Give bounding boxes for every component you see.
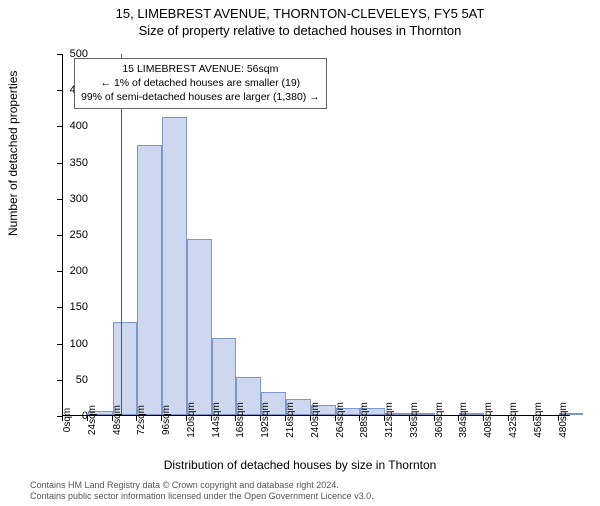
y-tick-mark bbox=[57, 307, 62, 308]
x-tick-label: 240sqm bbox=[310, 402, 321, 438]
y-tick-label: 200 bbox=[46, 265, 88, 277]
histogram-bar bbox=[137, 145, 162, 415]
property-info-box: 15 LIMEBREST AVENUE: 56sqm← 1% of detach… bbox=[74, 58, 327, 109]
x-tick-label: 432sqm bbox=[508, 402, 519, 438]
x-tick-label: 0sqm bbox=[62, 408, 73, 432]
x-tick-label: 48sqm bbox=[112, 405, 123, 435]
info-box-line: ← 1% of detached houses are smaller (19) bbox=[81, 76, 320, 90]
y-tick-mark bbox=[57, 271, 62, 272]
x-tick-label: 144sqm bbox=[211, 402, 222, 438]
y-tick-mark bbox=[57, 90, 62, 91]
x-tick-label: 312sqm bbox=[384, 402, 395, 438]
info-box-line: 99% of semi-detached houses are larger (… bbox=[81, 90, 320, 104]
y-axis-label: Number of detached properties bbox=[6, 71, 20, 236]
x-tick-label: 120sqm bbox=[186, 402, 197, 438]
y-tick-label: 150 bbox=[46, 301, 88, 313]
y-tick-mark bbox=[57, 199, 62, 200]
y-tick-label: 350 bbox=[46, 157, 88, 169]
histogram-bar bbox=[187, 239, 212, 415]
x-axis-label: Distribution of detached houses by size … bbox=[0, 458, 600, 472]
y-tick-mark bbox=[57, 163, 62, 164]
chart-title-main: 15, LIMEBREST AVENUE, THORNTON-CLEVELEYS… bbox=[0, 6, 600, 21]
x-tick-label: 336sqm bbox=[409, 402, 420, 438]
y-tick-mark bbox=[57, 54, 62, 55]
y-tick-mark bbox=[57, 380, 62, 381]
x-tick-label: 384sqm bbox=[458, 402, 469, 438]
x-tick-label: 216sqm bbox=[285, 402, 296, 438]
x-tick-label: 408sqm bbox=[483, 402, 494, 438]
credits-line-2: Contains public sector information licen… bbox=[30, 491, 374, 502]
x-tick-label: 96sqm bbox=[161, 405, 172, 435]
x-tick-label: 168sqm bbox=[235, 402, 246, 438]
y-tick-mark bbox=[57, 235, 62, 236]
y-tick-mark bbox=[57, 126, 62, 127]
y-tick-label: 300 bbox=[46, 193, 88, 205]
y-tick-label: 250 bbox=[46, 229, 88, 241]
x-tick-label: 360sqm bbox=[434, 402, 445, 438]
chart-title-sub: Size of property relative to detached ho… bbox=[0, 23, 600, 38]
y-tick-label: 100 bbox=[46, 338, 88, 350]
x-tick-label: 192sqm bbox=[260, 402, 271, 438]
info-box-line: 15 LIMEBREST AVENUE: 56sqm bbox=[81, 62, 320, 76]
x-tick-label: 456sqm bbox=[533, 402, 544, 438]
x-tick-label: 24sqm bbox=[87, 405, 98, 435]
y-tick-label: 400 bbox=[46, 120, 88, 132]
x-tick-label: 480sqm bbox=[558, 402, 569, 438]
x-tick-label: 264sqm bbox=[335, 402, 346, 438]
credits-text: Contains HM Land Registry data © Crown c… bbox=[30, 480, 374, 503]
x-tick-label: 72sqm bbox=[136, 405, 147, 435]
x-tick-label: 288sqm bbox=[359, 402, 370, 438]
credits-line-1: Contains HM Land Registry data © Crown c… bbox=[30, 480, 374, 491]
y-tick-mark bbox=[57, 344, 62, 345]
histogram-bar bbox=[162, 117, 187, 415]
histogram-bar bbox=[113, 322, 138, 415]
y-tick-label: 50 bbox=[46, 374, 88, 386]
